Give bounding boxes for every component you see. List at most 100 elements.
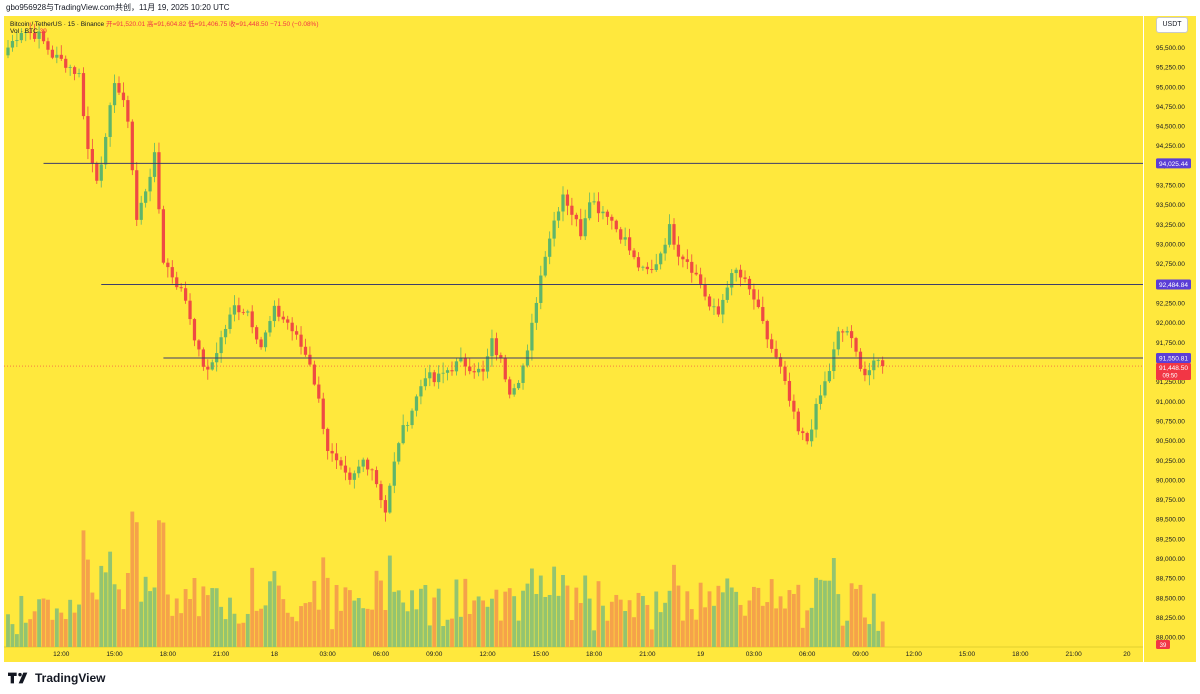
ohlc-values: 开=91,520.01 高=91,604.82 低=91,406.75 收=91… [106, 21, 319, 28]
candle-body [632, 250, 636, 258]
price-tick-label: 93,000.00 [1156, 242, 1185, 249]
volume-bar [152, 587, 157, 647]
volume-bar [592, 630, 596, 647]
volume-bar [534, 593, 539, 647]
price-line-label: 94,025.44 [1159, 161, 1188, 168]
volume-bar [805, 610, 810, 647]
time-tick-label: 18:00 [586, 651, 603, 658]
price-chart[interactable]: 95,750.0095,500.0095,250.0095,000.0094,7… [0, 14, 1200, 662]
plot-area[interactable] [4, 16, 1143, 647]
candle-body [703, 284, 707, 297]
volume-bar [743, 615, 747, 647]
candle-body [374, 470, 379, 485]
volume-bar [547, 594, 552, 647]
candle-body [317, 384, 321, 399]
volume-legend[interactable]: Vol · BTC 39 [10, 28, 47, 35]
candle-body [139, 202, 143, 220]
candle-body [548, 238, 552, 257]
volume-label: Vol · BTC [10, 28, 38, 35]
candle-body [370, 469, 374, 471]
candle-body [858, 351, 863, 369]
candle-body [810, 429, 814, 442]
price-tick-label: 95,500.00 [1156, 45, 1185, 52]
volume-bar [565, 585, 570, 647]
volume-bar [192, 578, 197, 647]
candle-body [161, 209, 166, 263]
candle-body [210, 362, 214, 370]
candle-body [481, 368, 485, 372]
candle-body [463, 357, 467, 367]
volume-bar [201, 586, 206, 647]
volume-bar [263, 605, 268, 647]
price-axis[interactable] [1144, 16, 1196, 662]
volume-bar [290, 616, 295, 647]
candle-body [663, 244, 667, 254]
candle-body [805, 433, 809, 442]
volume-bar [818, 579, 823, 647]
currency-button[interactable]: USDT [1156, 17, 1188, 33]
volume-bar [858, 584, 863, 647]
volume-bar [605, 620, 610, 647]
price-tick-label: 88,250.00 [1156, 615, 1185, 622]
volume-value: 39 [39, 28, 47, 35]
volume-bar [299, 606, 303, 647]
tradingview-logo[interactable]: TradingView [8, 671, 105, 685]
volume-bar [125, 572, 130, 647]
candle-body [787, 380, 792, 401]
candle-body [343, 465, 348, 473]
volume-bar [530, 568, 534, 647]
volume-bar [667, 590, 672, 647]
footer: TradingView [0, 662, 1200, 694]
candle-body [428, 372, 432, 379]
volume-bar [174, 598, 179, 647]
candle-body [130, 121, 134, 171]
volume-bar [516, 620, 521, 647]
candle-body [681, 256, 685, 260]
candle-body [90, 149, 94, 164]
candle-body [512, 388, 516, 395]
volume-bar [632, 617, 636, 647]
volume-bar [680, 620, 685, 647]
candle-body [104, 136, 108, 165]
volume-bar [28, 619, 33, 647]
countdown-label: 09:50 [1162, 374, 1178, 380]
volume-bar [59, 612, 64, 647]
symbol-legend[interactable]: Bitcoin / TetherUS · 15 · Binance 开=91,5… [10, 18, 319, 28]
volume-bar [94, 599, 99, 647]
volume-bar [236, 623, 241, 647]
volume-badge-bg [1156, 640, 1170, 649]
volume-bar [77, 604, 81, 647]
candle-body [334, 453, 339, 461]
price-line-label: 91,550.81 [1159, 355, 1188, 362]
candle-body [10, 41, 15, 48]
candle-body [756, 299, 760, 308]
candle-body [290, 322, 294, 332]
candle-body [28, 32, 32, 33]
candle-body [121, 92, 126, 101]
volume-bar [880, 621, 885, 647]
time-tick-label: 09:00 [426, 651, 443, 658]
volume-bar [86, 559, 90, 647]
candle-body [192, 319, 197, 341]
candle-body [770, 339, 774, 349]
candle-body [743, 277, 747, 279]
price-tick-label: 93,750.00 [1156, 183, 1185, 190]
volume-bar [578, 603, 583, 647]
time-tick-label: 09:00 [852, 651, 869, 658]
volume-bar [432, 597, 437, 647]
candle-body [326, 428, 330, 451]
time-axis[interactable] [4, 647, 1143, 662]
candle-body [219, 337, 223, 354]
volume-bar [729, 587, 734, 647]
volume-bar [738, 604, 743, 647]
volume-bar [596, 581, 601, 647]
volume-bar [783, 608, 787, 647]
candle-body [778, 357, 783, 367]
volume-bar [170, 615, 175, 647]
volume-bar [6, 614, 10, 647]
candle-body [685, 259, 689, 262]
volume-bar [787, 590, 792, 647]
volume-bar [23, 622, 28, 647]
volume-bar [325, 577, 330, 647]
symbol-name[interactable]: Bitcoin / TetherUS · 15 · Binance [10, 21, 105, 28]
